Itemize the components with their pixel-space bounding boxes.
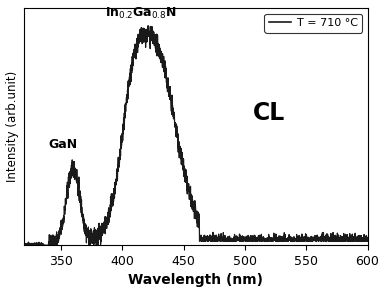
Text: GaN: GaN xyxy=(49,138,78,151)
Text: CL: CL xyxy=(253,101,286,125)
Text: In$_{0.2}$Ga$_{0.8}$N: In$_{0.2}$Ga$_{0.8}$N xyxy=(105,6,176,21)
Legend: T = 710 °C: T = 710 °C xyxy=(264,14,362,33)
Y-axis label: Intensity (arb.unit): Intensity (arb.unit) xyxy=(5,71,18,182)
X-axis label: Wavelength (nm): Wavelength (nm) xyxy=(128,273,263,287)
